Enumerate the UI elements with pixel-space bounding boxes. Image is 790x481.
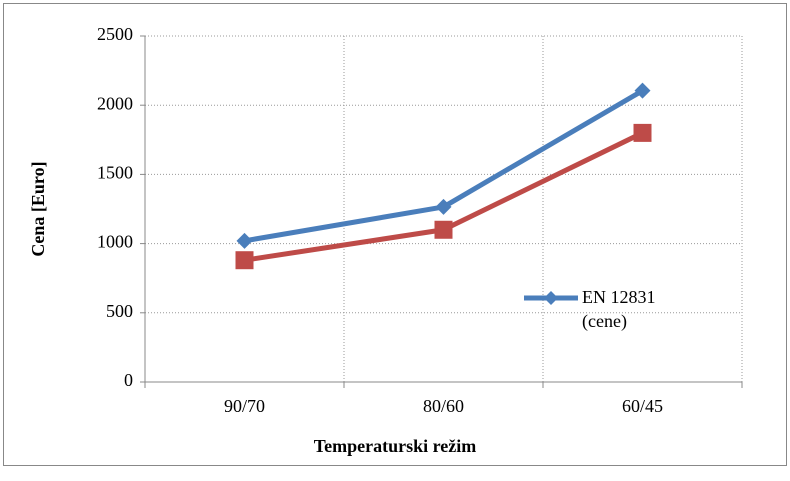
- y-tick-label: 2000: [97, 93, 133, 113]
- marker: [434, 220, 453, 239]
- y-tick-label: 1500: [97, 163, 133, 183]
- x-axis-label: Temperaturski režim: [314, 436, 476, 456]
- y-tick-label: 2500: [97, 24, 133, 44]
- marker: [634, 82, 651, 99]
- chart-frame: [3, 3, 787, 466]
- y-tick-label: 0: [124, 370, 133, 390]
- marker: [633, 123, 652, 142]
- legend-label: EN 12831 (cene): [582, 287, 656, 331]
- x-tick-label: 80/60: [423, 396, 464, 416]
- y-axis-label: Cena [Euro]: [28, 161, 48, 256]
- x-tick-label: 90/70: [224, 396, 265, 416]
- y-tick-label: 500: [106, 301, 133, 321]
- marker: [435, 198, 452, 215]
- marker: [236, 232, 253, 249]
- marker: [544, 291, 558, 305]
- y-tick-label: 1000: [97, 232, 133, 252]
- marker: [235, 251, 254, 270]
- x-tick-label: 60/45: [622, 396, 663, 416]
- legend-entry: EN 12831 (cene): [582, 287, 656, 331]
